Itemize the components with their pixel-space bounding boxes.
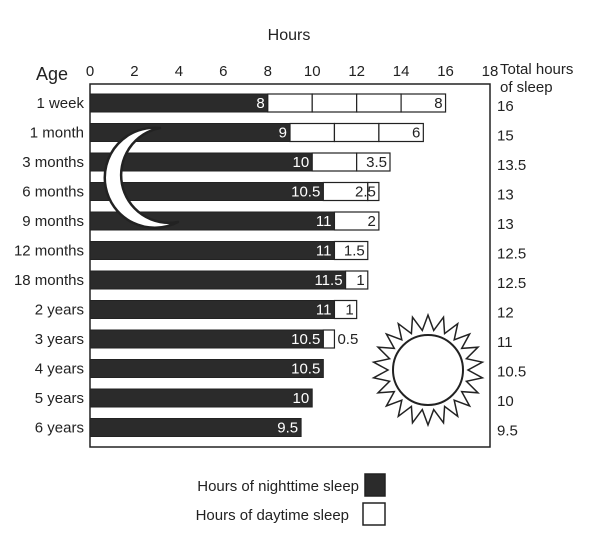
day-bar-segment — [356, 152, 391, 172]
total-header-line-1: Total hours — [500, 61, 573, 78]
x-tick-label: 6 — [219, 63, 227, 80]
day-value-label: 3.5 — [366, 154, 387, 171]
night-value-label: 9.5 — [277, 420, 298, 437]
category-label: 2 years — [35, 302, 84, 319]
night-bar — [89, 241, 335, 260]
legend-day-label: Hours of daytime sleep — [196, 507, 349, 524]
day-value-label: 1.5 — [344, 243, 365, 260]
day-bar-segment — [356, 93, 402, 113]
category-label: 5 years — [35, 390, 84, 407]
night-bar — [89, 300, 335, 319]
total-label: 15 — [497, 128, 514, 145]
total-header-line-2: of sleep — [500, 79, 553, 96]
total-label: 12 — [497, 305, 514, 322]
chart-title: Hours — [268, 27, 311, 44]
x-tick-label: 0 — [86, 63, 94, 80]
night-value-label: 10.5 — [291, 361, 320, 378]
total-label: 13 — [497, 187, 514, 204]
night-bar — [89, 418, 302, 437]
category-label: 1 month — [30, 125, 84, 142]
category-label: 3 years — [35, 331, 84, 348]
sun-icon — [371, 312, 485, 428]
legend-day-swatch — [362, 502, 386, 526]
day-value-label: 1 — [356, 272, 364, 289]
day-bar-segment — [322, 329, 336, 349]
x-tick-label: 12 — [348, 63, 365, 80]
night-bar — [89, 93, 269, 113]
x-tick-labels: 0 2 4 6 8 10 12 14 16 18 — [86, 63, 499, 80]
night-value-label: 11.5 — [314, 272, 342, 289]
night-bar — [89, 270, 347, 290]
day-value-label: 8 — [434, 95, 442, 112]
total-label: 9.5 — [497, 423, 518, 440]
night-value-label: 10 — [293, 390, 310, 407]
day-value-label: 1 — [345, 302, 353, 319]
total-label: 11 — [497, 334, 513, 351]
night-value-label: 9 — [279, 125, 287, 142]
total-label: 13 — [497, 216, 514, 233]
category-label: 6 years — [35, 420, 84, 437]
day-bar-segment — [378, 122, 424, 143]
x-tick-label: 16 — [437, 63, 454, 80]
night-value-label: 8 — [256, 95, 264, 112]
legend-night-label: Hours of nighttime sleep — [197, 478, 359, 495]
bars: 8 89 610 3.510.5 2.511 211 1.511.5 111 110.5 0.51… — [89, 93, 447, 437]
night-bar — [89, 329, 324, 349]
category-label: 9 months — [22, 213, 84, 230]
x-tick-label: 8 — [264, 63, 272, 80]
night-bar — [89, 388, 313, 408]
night-value-label: 10.5 — [291, 331, 320, 348]
night-value-label: 11 — [316, 302, 332, 319]
day-bar-segment — [267, 93, 313, 113]
total-label: 13.5 — [497, 157, 526, 174]
day-bar-segment — [333, 122, 380, 143]
night-bar — [89, 359, 324, 378]
day-bar-segment — [367, 181, 380, 202]
day-value-label: 0.5 — [337, 331, 358, 348]
night-value-label: 10.5 — [291, 184, 320, 201]
total-label: 10.5 — [497, 364, 526, 381]
day-bar-segment — [311, 93, 358, 113]
category-label: 18 months — [14, 272, 84, 289]
category-label: 12 months — [14, 243, 84, 260]
total-labels: 16 15 13.5 13 13 12.5 12.5 12 11 10.5 10 9.5 — [497, 98, 526, 440]
y-axis-label: Age — [36, 64, 68, 84]
category-label: 1 week — [36, 95, 84, 112]
night-value-label: 11 — [316, 243, 332, 260]
day-bar-segment — [400, 93, 447, 113]
category-labels: 1 week 1 month 3 months 6 months 9 months 12 … — [14, 95, 85, 437]
category-label: 6 months — [22, 184, 84, 201]
day-bar-segment — [333, 240, 369, 261]
category-label: 3 months — [22, 154, 84, 171]
total-label: 12.5 — [497, 246, 526, 263]
total-label: 10 — [497, 393, 514, 410]
legend-night-swatch — [364, 473, 386, 497]
plot-frame — [89, 83, 491, 448]
x-tick-label: 18 — [482, 63, 499, 80]
x-tick-label: 14 — [393, 63, 410, 80]
legend: Hours of nighttime sleep Hours of daytim… — [196, 473, 386, 526]
moon-icon — [103, 126, 180, 229]
day-bar-segment — [333, 211, 380, 231]
total-label: 16 — [497, 98, 514, 115]
day-bar-segment — [333, 299, 358, 320]
x-tick-label: 4 — [175, 63, 183, 80]
day-value-label: 2 — [368, 213, 376, 230]
night-value-label: 10 — [293, 154, 310, 171]
night-value-label: 11 — [316, 213, 332, 230]
day-value-label: 2.5 — [355, 184, 376, 201]
x-tick-label: 10 — [304, 63, 321, 80]
day-value-label: 6 — [412, 125, 420, 142]
day-bar-segment — [311, 152, 358, 172]
category-label: 4 years — [35, 361, 84, 378]
night-bar — [89, 123, 291, 142]
total-label: 12.5 — [497, 275, 526, 292]
day-bar-segment — [289, 122, 336, 143]
x-tick-label: 2 — [130, 63, 138, 80]
day-bar-segment — [344, 270, 369, 290]
